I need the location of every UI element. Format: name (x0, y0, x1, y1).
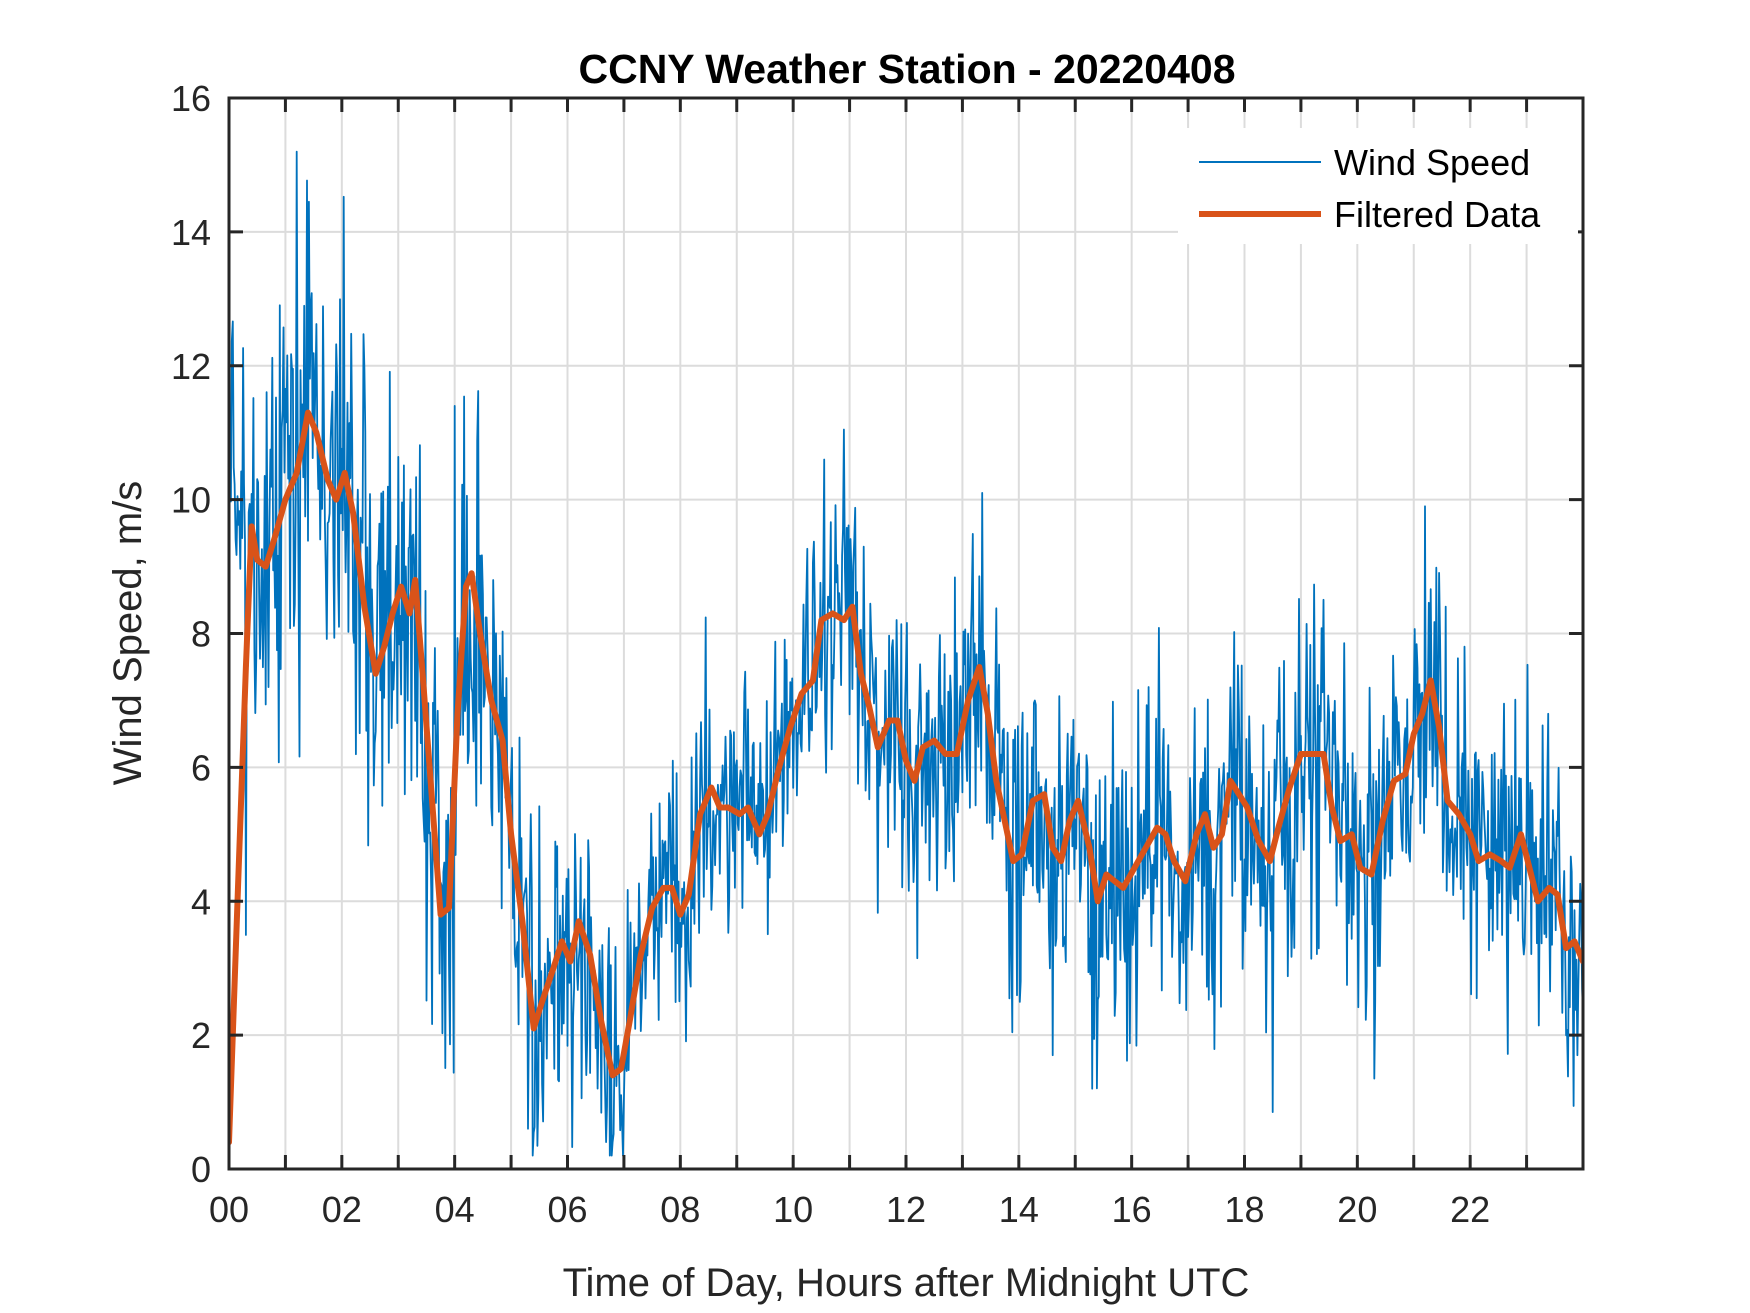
y-tick-label: 0 (191, 1149, 211, 1190)
x-tick-label: 06 (547, 1189, 587, 1230)
wind-speed-line (229, 150, 1583, 1157)
x-axis-label: Time of Day, Hours after Midnight UTC (563, 1261, 1250, 1305)
y-tick-label: 6 (191, 747, 211, 788)
x-tick-label: 22 (1450, 1189, 1490, 1230)
x-tick-label: 16 (1112, 1189, 1152, 1230)
y-axis-label: Wind Speed, m/s (106, 481, 150, 786)
y-tick-label: 16 (171, 78, 211, 119)
x-tick-label: 00 (209, 1189, 249, 1230)
x-tick-label: 02 (322, 1189, 362, 1230)
chart-title: CCNY Weather Station - 20220408 (578, 46, 1235, 92)
legend: Wind Speed Filtered Data (1178, 128, 1578, 244)
x-tick-label: 18 (1224, 1189, 1264, 1230)
series-wind-speed (229, 150, 1583, 1157)
series-filtered-data (229, 409, 1583, 1146)
y-tick-label: 12 (171, 346, 211, 387)
x-tick-label: 10 (773, 1189, 813, 1230)
y-tick-label: 4 (191, 881, 211, 922)
y-tick-label: 14 (171, 212, 211, 253)
y-tick-label: 8 (191, 614, 211, 655)
x-tick-label: 14 (999, 1189, 1039, 1230)
x-tick-label: 20 (1337, 1189, 1377, 1230)
legend-label-wind-speed: Wind Speed (1334, 142, 1530, 183)
y-tick-label: 10 (171, 480, 211, 521)
x-tick-label: 08 (660, 1189, 700, 1230)
y-tick-label: 2 (191, 1015, 211, 1056)
legend-box (1178, 128, 1578, 244)
filtered-data-line (229, 409, 1583, 1146)
legend-label-filtered-data: Filtered Data (1334, 194, 1541, 235)
x-tick-label: 04 (435, 1189, 475, 1230)
x-tick-label: 12 (886, 1189, 926, 1230)
